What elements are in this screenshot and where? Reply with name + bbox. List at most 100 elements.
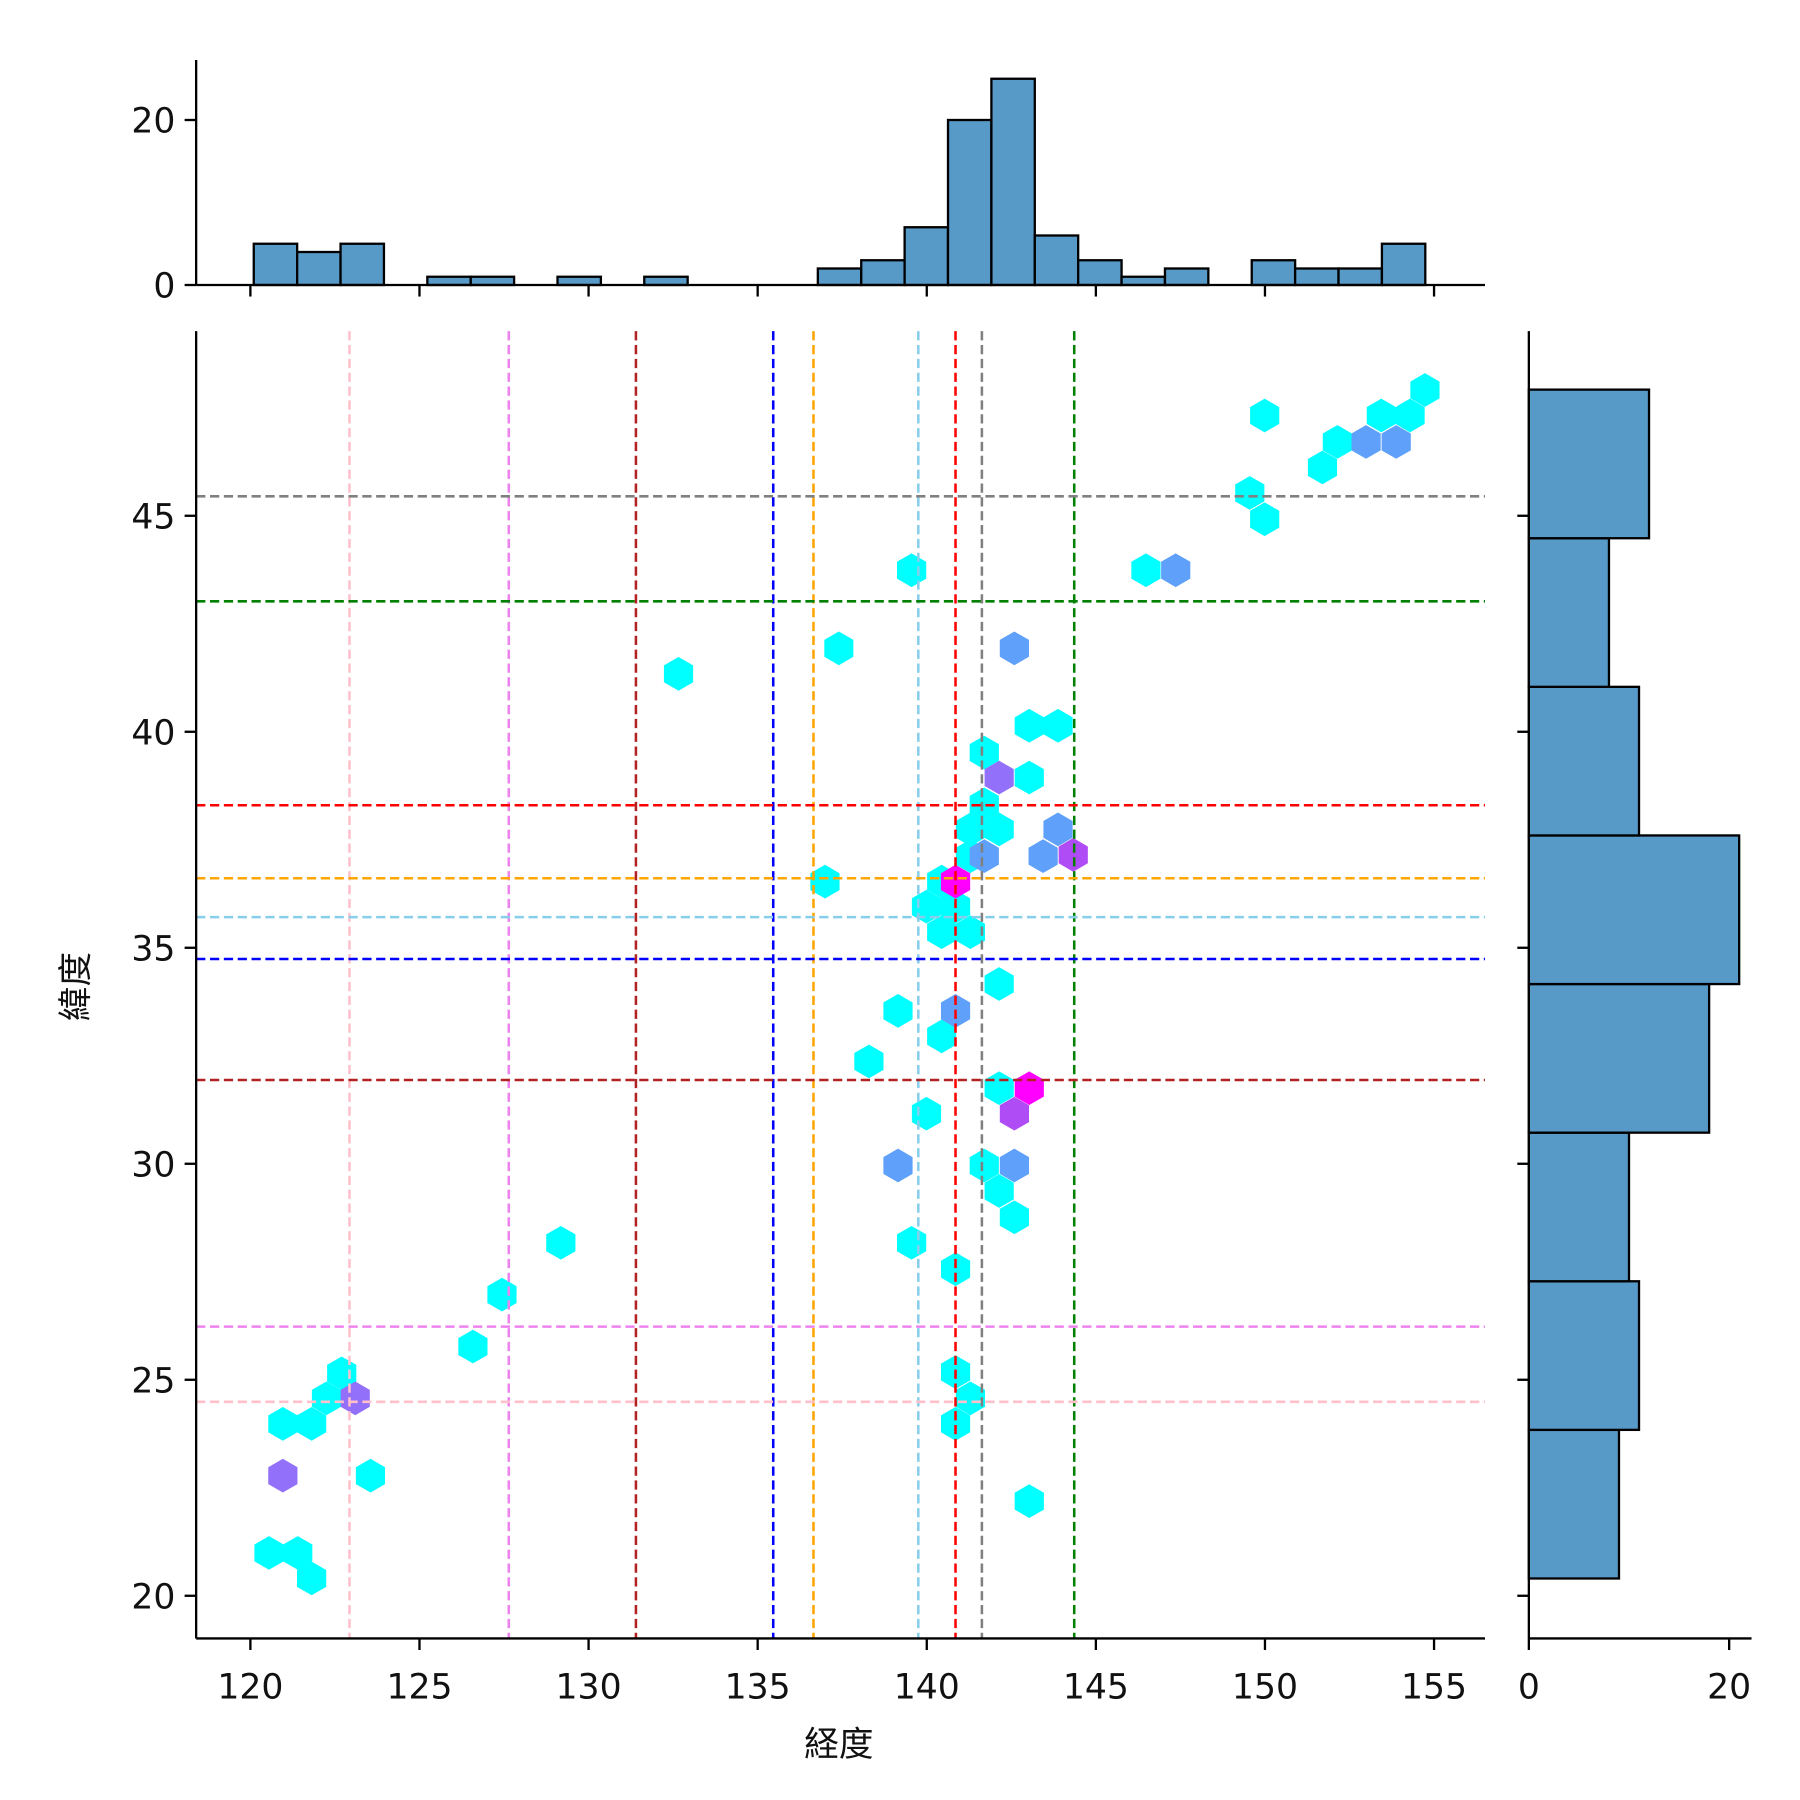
hexbin-cell bbox=[254, 1536, 284, 1570]
x-tick-label: 120 bbox=[217, 1667, 283, 1707]
y-tick-label: 20 bbox=[131, 1577, 175, 1617]
hexbin-cell bbox=[1395, 398, 1425, 433]
top-histogram-bar bbox=[1337, 267, 1384, 287]
hexbin-cell bbox=[1058, 838, 1088, 872]
top-hist-y-tick-label: 0 bbox=[153, 267, 175, 307]
top-histogram-bar bbox=[469, 275, 516, 287]
x-tick-label: 135 bbox=[725, 1667, 791, 1707]
top-histogram-bar bbox=[1250, 259, 1297, 287]
hexbin-cell bbox=[1043, 812, 1073, 847]
top-histogram-bar bbox=[1033, 234, 1080, 287]
top-histogram: 0 20 bbox=[131, 59, 1485, 307]
x-tick-label: 145 bbox=[1063, 1667, 1129, 1707]
top-histogram-bar bbox=[990, 77, 1036, 287]
hexbin-cell bbox=[1381, 425, 1411, 459]
hexbin-cell bbox=[999, 1148, 1029, 1183]
y-tick-label: 45 bbox=[131, 497, 175, 537]
hexbin-cell bbox=[810, 864, 840, 899]
right-histogram: 0 20 bbox=[1518, 331, 1752, 1707]
hexbin-cell bbox=[1161, 553, 1191, 588]
hexbin-cell bbox=[969, 735, 999, 770]
hexbin-layer bbox=[254, 373, 1440, 1596]
hexbin-cell bbox=[1014, 760, 1044, 795]
hexbin-cell bbox=[297, 1561, 327, 1596]
hexbin-cell bbox=[268, 1407, 298, 1441]
hexbin-cell bbox=[824, 631, 854, 666]
hexbin-cell bbox=[984, 1174, 1014, 1208]
hexbin-cell bbox=[1028, 839, 1058, 873]
hexbin-cell bbox=[955, 812, 986, 847]
top-histogram-bar bbox=[339, 242, 386, 287]
hexbin-cell bbox=[999, 1200, 1029, 1235]
top-histogram-bar bbox=[946, 118, 993, 287]
hexbin-cell bbox=[458, 1329, 488, 1364]
hexbin-cell bbox=[1235, 476, 1265, 510]
top-histogram-bar bbox=[1077, 259, 1123, 287]
hexbin-cell bbox=[1131, 553, 1161, 588]
hexbin-cell bbox=[1307, 450, 1338, 485]
hexbin-cell bbox=[940, 1252, 971, 1287]
hexbin-cell bbox=[969, 839, 999, 873]
top-histogram-bar bbox=[296, 250, 342, 287]
top-histogram-bar bbox=[816, 267, 863, 287]
hexbin-cell bbox=[1014, 1484, 1044, 1518]
x-tick-label: 140 bbox=[894, 1667, 960, 1707]
hexbin-cell bbox=[1322, 425, 1352, 459]
hexbin-cell bbox=[984, 812, 1014, 847]
y-tick-label: 35 bbox=[131, 929, 175, 969]
hexbin-cell bbox=[883, 994, 913, 1028]
x-tick-label: 125 bbox=[386, 1667, 452, 1707]
hexbin-cell bbox=[340, 1381, 370, 1416]
right-histogram-bar bbox=[1527, 1280, 1641, 1432]
top-histogram-bar bbox=[252, 242, 299, 287]
top-histogram-bar bbox=[643, 275, 689, 287]
hexbin-cell bbox=[999, 1096, 1029, 1131]
hexbin-cell bbox=[955, 915, 986, 950]
y-tick-label: 25 bbox=[131, 1361, 175, 1401]
x-axis-label: 経度 bbox=[804, 1725, 873, 1765]
hexbin-cell bbox=[911, 1096, 942, 1131]
top-histogram-bar bbox=[1293, 267, 1340, 287]
x-tick-label: 150 bbox=[1232, 1667, 1298, 1707]
x-tick-label: 130 bbox=[556, 1667, 622, 1707]
hexbin-cell bbox=[1250, 502, 1280, 537]
top-histogram-bar bbox=[1163, 267, 1210, 287]
hexbin-cell bbox=[940, 1407, 971, 1441]
hexbin-cell bbox=[969, 1148, 999, 1183]
hexbin-cell bbox=[663, 657, 694, 691]
hexbin-cell bbox=[940, 864, 971, 899]
right-histogram-bar bbox=[1527, 388, 1651, 540]
right-hist-x-tick-label: 20 bbox=[1707, 1667, 1751, 1707]
top-histogram-bar bbox=[556, 275, 603, 287]
right-histogram-bar bbox=[1527, 685, 1641, 837]
right-histogram-bar bbox=[1527, 1428, 1621, 1580]
hexbin-cell bbox=[883, 1148, 913, 1183]
hexbin-cell bbox=[927, 915, 957, 950]
hexbin-cell bbox=[297, 1407, 327, 1441]
hexbin-cell bbox=[283, 1536, 313, 1570]
reference-lines bbox=[196, 331, 1485, 1639]
hexbin-cell bbox=[897, 553, 927, 588]
hexbin-cell bbox=[854, 1044, 884, 1079]
hexbin-cell bbox=[355, 1458, 386, 1493]
top-histogram-bar bbox=[903, 226, 950, 287]
right-hist-x-tick-label: 0 bbox=[1518, 1667, 1540, 1707]
hexbin-cell bbox=[1250, 398, 1280, 433]
hexbin-cell bbox=[1410, 373, 1440, 407]
hexbin-cell bbox=[268, 1458, 298, 1493]
top-histogram-bar bbox=[1380, 242, 1427, 287]
top-histogram-bar bbox=[426, 275, 472, 287]
hexbin-cell bbox=[969, 787, 999, 822]
hexbin-cell bbox=[897, 1225, 927, 1260]
right-histogram-bar bbox=[1527, 537, 1611, 688]
hexbin-cell bbox=[1366, 398, 1396, 433]
hexbin-cell bbox=[927, 1019, 957, 1054]
hexbin-cell bbox=[999, 631, 1029, 666]
hexbin-cell bbox=[1014, 708, 1044, 743]
hexbin-cell bbox=[311, 1381, 342, 1416]
right-histogram-bar bbox=[1527, 982, 1711, 1134]
top-histogram-bar bbox=[860, 259, 906, 287]
hexbin-cell bbox=[546, 1225, 576, 1260]
hexbin-cell bbox=[955, 1381, 986, 1416]
